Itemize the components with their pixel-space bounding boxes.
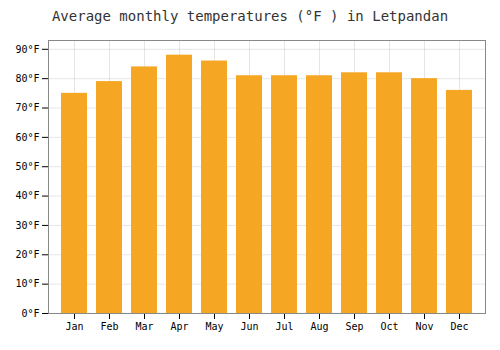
svg-text:Nov: Nov	[415, 321, 433, 332]
svg-text:Dec: Dec	[450, 321, 468, 332]
svg-text:Oct: Oct	[380, 321, 398, 332]
svg-text:Aug: Aug	[310, 321, 328, 332]
svg-text:May: May	[205, 321, 223, 332]
svg-text:80°F: 80°F	[15, 73, 39, 84]
svg-text:20°F: 20°F	[15, 249, 39, 260]
svg-text:60°F: 60°F	[15, 132, 39, 143]
svg-text:50°F: 50°F	[15, 161, 39, 172]
svg-text:10°F: 10°F	[15, 278, 39, 289]
svg-text:Mar: Mar	[135, 321, 153, 332]
svg-text:Apr: Apr	[170, 321, 188, 332]
svg-text:Sep: Sep	[345, 321, 363, 332]
svg-text:70°F: 70°F	[15, 102, 39, 113]
svg-text:30°F: 30°F	[15, 220, 39, 231]
svg-text:Jul: Jul	[275, 321, 293, 332]
svg-text:Jan: Jan	[65, 321, 83, 332]
svg-text:0°F: 0°F	[21, 308, 39, 319]
svg-text:Feb: Feb	[100, 321, 118, 332]
svg-text:40°F: 40°F	[15, 190, 39, 201]
svg-text:90°F: 90°F	[15, 44, 39, 55]
svg-text:Jun: Jun	[240, 321, 258, 332]
html-text:Average monthly temperatures (: Average monthly temperatures (°F ) in Le…	[51, 8, 449, 24]
